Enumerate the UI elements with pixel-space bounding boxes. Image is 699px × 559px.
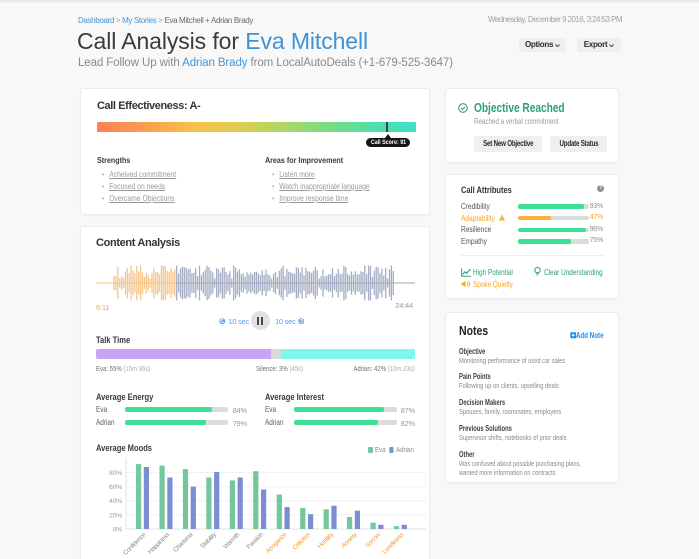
svg-text:Confidence: Confidence — [122, 531, 148, 556]
svg-text:Charisma: Charisma — [172, 531, 195, 554]
svg-text:Anxiety: Anxiety — [340, 531, 359, 550]
svg-text:60%: 60% — [109, 484, 122, 491]
svg-text:Criticism: Criticism — [292, 531, 312, 551]
svg-text:40%: 40% — [109, 498, 122, 505]
svg-text:20%: 20% — [109, 512, 122, 519]
svg-text:Warmth: Warmth — [222, 531, 242, 551]
svg-text:Hostility: Hostility — [316, 531, 335, 550]
svg-text:80%: 80% — [109, 470, 122, 477]
svg-text:Happiness: Happiness — [147, 531, 171, 555]
svg-text:0%: 0% — [113, 526, 123, 533]
svg-text:Passion: Passion — [245, 531, 265, 551]
svg-text:Arrogance: Arrogance — [265, 531, 289, 555]
svg-text:Stability: Stability — [199, 531, 218, 550]
svg-text:Loneliness: Loneliness — [381, 531, 405, 555]
svg-text:Sorrow: Sorrow — [364, 531, 382, 549]
